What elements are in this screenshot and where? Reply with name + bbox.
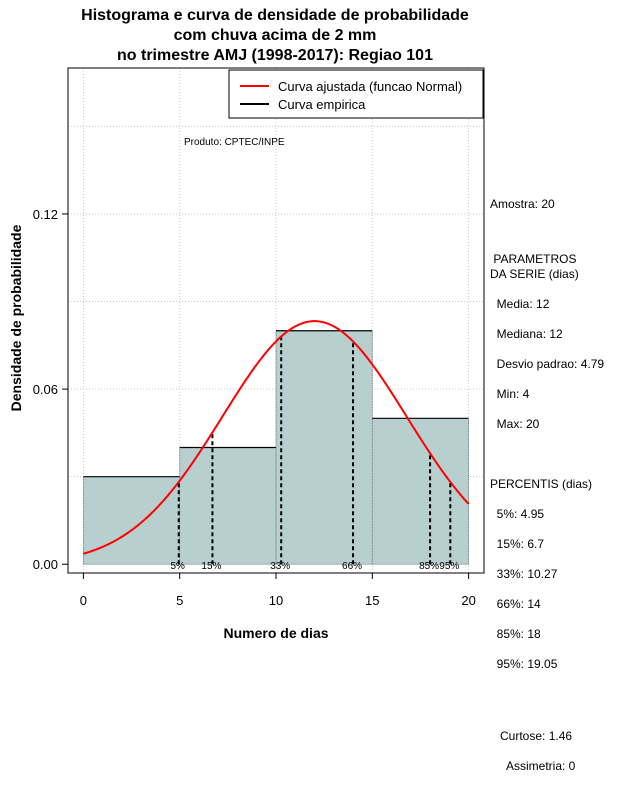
percentile-label-15: 15%: [201, 561, 221, 572]
stat-mediana: Mediana: 12: [490, 327, 563, 341]
y-axis-label: Densidade de probabilidade: [8, 224, 24, 412]
parameters-title: PARAMETROS DA SERIE (dias): [490, 252, 579, 281]
legend-box: [228, 69, 484, 119]
histogram-bar-3: [276, 330, 373, 565]
y-tick-label: 0.00: [33, 557, 58, 572]
percentile-label-33: 33%: [270, 561, 290, 572]
x-tick-label: 20: [461, 593, 475, 608]
y-tick-label: 0.06: [33, 382, 58, 397]
skewness: Assimetria: 0: [490, 759, 576, 773]
percentile-label-5: 5%: [171, 561, 186, 572]
x-tick-label: 0: [80, 593, 87, 608]
percentile-label-95: 95%: [439, 561, 459, 572]
percentile-85: 85%: 18: [490, 627, 541, 641]
legend-label-2: Curva empirica: [278, 97, 366, 112]
histogram-plot: 5% 15% 33% 66% 85% 95% 0 5 10 15 20 0.00 0.06 0.12 Cur…: [33, 67, 485, 608]
percentiles-title: PERCENTIS (dias): [490, 477, 593, 491]
percentile-5: 5%: 4.95: [490, 507, 545, 521]
stat-desvio: Desvio padrao: 4.79: [490, 357, 605, 371]
percentile-66: 66%: 14: [490, 597, 541, 611]
chart-title: Histograma e curva de densidade de proba…: [0, 6, 550, 66]
percentile-33: 33%: 10.27: [490, 567, 558, 581]
x-axis-label: Numero de dias: [223, 625, 329, 641]
y-tick-label: 0.12: [33, 207, 58, 222]
legend-label-1: Curva ajustada (funcao Normal): [278, 79, 462, 94]
x-tick-label: 5: [176, 593, 183, 608]
x-tick-label: 15: [365, 593, 379, 608]
percentile-95: 95%: 19.05: [490, 657, 558, 671]
stat-media: Media: 12: [490, 297, 550, 311]
title-line-3: no trimestre AMJ (1998-2017): Regiao 101: [117, 47, 433, 64]
percentile-15: 15%: 6.7: [490, 537, 545, 551]
stats-panel: Amostra: 20 PARAMETROS DA SERIE (dias) M…: [490, 182, 604, 789]
percentile-label-85: 85%: [419, 561, 439, 572]
stat-max: Max: 20: [490, 417, 540, 431]
sample-size: Amostra: 20: [490, 197, 555, 211]
percentile-label-66: 66%: [342, 561, 362, 572]
title-line-2: com chuva acima de 2 mm: [173, 27, 377, 44]
stat-min: Min: 4: [490, 387, 530, 401]
product-annotation: Produto: CPTEC/INPE: [184, 137, 285, 148]
histogram-bar-1: [83, 476, 180, 565]
normal-curve: [83, 320, 470, 555]
kurtosis: Curtose: 1.46: [490, 729, 573, 743]
title-line-1: Histograma e curva de densidade de proba…: [81, 7, 469, 24]
histogram-bar-4: [372, 418, 469, 565]
histogram-bar-2: [179, 447, 276, 565]
x-tick-label: 10: [269, 593, 283, 608]
